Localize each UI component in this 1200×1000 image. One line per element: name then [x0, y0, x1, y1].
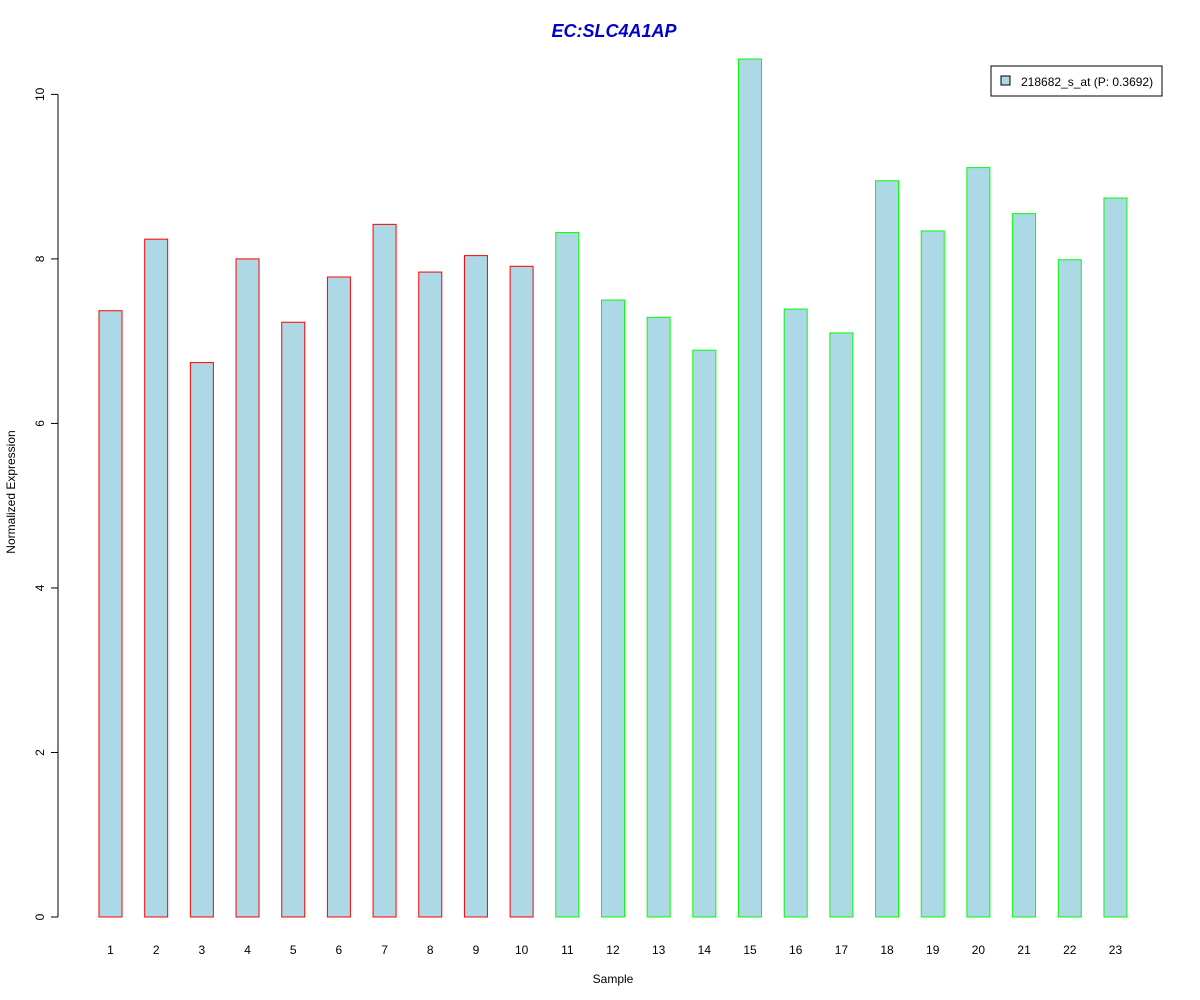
x-tick-label: 19 — [926, 943, 940, 957]
bar-sample-11 — [555, 232, 580, 918]
y-tick-label: 10 — [33, 87, 47, 101]
bar-sample-1 — [98, 310, 123, 918]
x-tick-label: 16 — [789, 943, 803, 957]
bar-sample-3 — [189, 362, 214, 918]
y-tick-label: 2 — [33, 749, 47, 756]
bar-sample-8 — [418, 271, 443, 918]
bar-sample-12 — [600, 299, 625, 918]
bar-sample-18 — [875, 180, 900, 918]
x-tick-label: 7 — [381, 943, 388, 957]
x-tick-label: 4 — [244, 943, 251, 957]
y-tick-label: 6 — [33, 420, 47, 427]
x-tick-label: 6 — [336, 943, 343, 957]
x-tick-label: 5 — [290, 943, 297, 957]
x-tick-label: 18 — [880, 943, 894, 957]
x-tick-label: 14 — [698, 943, 712, 957]
x-tick-label: 11 — [561, 943, 574, 957]
bar-sample-10 — [509, 265, 534, 918]
x-tick-label: 21 — [1017, 943, 1031, 957]
legend-label: 218682_s_at (P: 0.3692) — [1021, 75, 1153, 89]
x-axis-title: Sample — [593, 972, 634, 986]
x-tick-label: 8 — [427, 943, 434, 957]
x-tick-label: 12 — [606, 943, 620, 957]
x-tick-label: 22 — [1063, 943, 1077, 957]
y-tick-label: 0 — [33, 913, 47, 920]
bar-sample-20 — [966, 167, 991, 918]
y-axis: 0 2 4 6 8 10 — [33, 87, 59, 920]
x-tick-labels: 1 2 3 4 5 6 7 8 9 10 11 12 13 14 15 16 17 18 19 20 21 22 23 — [107, 943, 1122, 957]
bar-sample-21 — [1012, 213, 1037, 918]
x-tick-label: 9 — [473, 943, 480, 957]
bar-sample-4 — [235, 258, 260, 918]
bars-group — [98, 58, 1128, 918]
bar-sample-23 — [1103, 197, 1128, 918]
bar-sample-17 — [829, 332, 854, 918]
bar-sample-15 — [738, 58, 763, 918]
x-tick-label: 17 — [835, 943, 849, 957]
legend-box — [990, 65, 1163, 97]
x-tick-label: 23 — [1109, 943, 1123, 957]
legend-swatch — [1000, 75, 1011, 86]
bar-sample-7 — [372, 223, 397, 918]
bar-sample-2 — [144, 238, 169, 918]
x-tick-label: 3 — [199, 943, 206, 957]
x-tick-label: 20 — [972, 943, 986, 957]
bar-sample-22 — [1057, 259, 1082, 918]
x-tick-label: 15 — [743, 943, 757, 957]
bar-sample-9 — [463, 255, 488, 918]
x-tick-label: 1 — [107, 943, 114, 957]
y-tick-label: 8 — [33, 255, 47, 262]
chart-title: EC:SLC4A1AP — [551, 21, 677, 41]
y-tick-label: 4 — [33, 584, 47, 591]
x-tick-label: 13 — [652, 943, 666, 957]
bar-sample-5 — [281, 321, 306, 918]
y-axis-title: Normalized Expression — [4, 430, 18, 553]
bar-sample-14 — [692, 349, 717, 918]
x-tick-label: 10 — [515, 943, 529, 957]
legend: 218682_s_at (P: 0.3692) — [990, 65, 1163, 97]
bar-sample-19 — [920, 230, 945, 918]
x-tick-label: 2 — [153, 943, 160, 957]
bar-sample-13 — [646, 316, 671, 918]
bar-sample-6 — [326, 276, 351, 918]
bar-sample-16 — [783, 308, 808, 918]
